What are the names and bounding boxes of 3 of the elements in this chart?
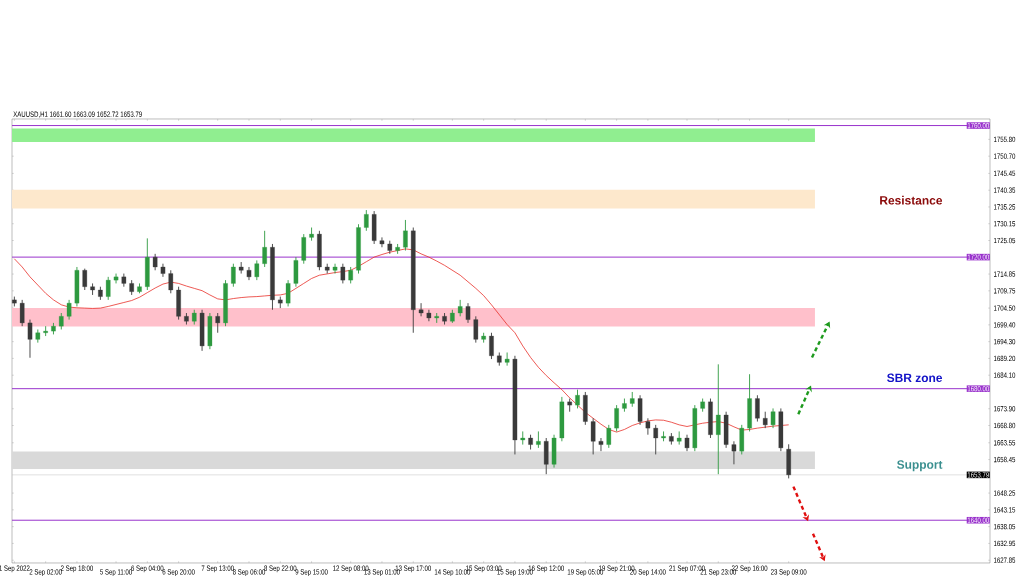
text: Support [897,460,943,472]
text: SBR zone [887,373,943,383]
text: Resistance [880,195,943,205]
